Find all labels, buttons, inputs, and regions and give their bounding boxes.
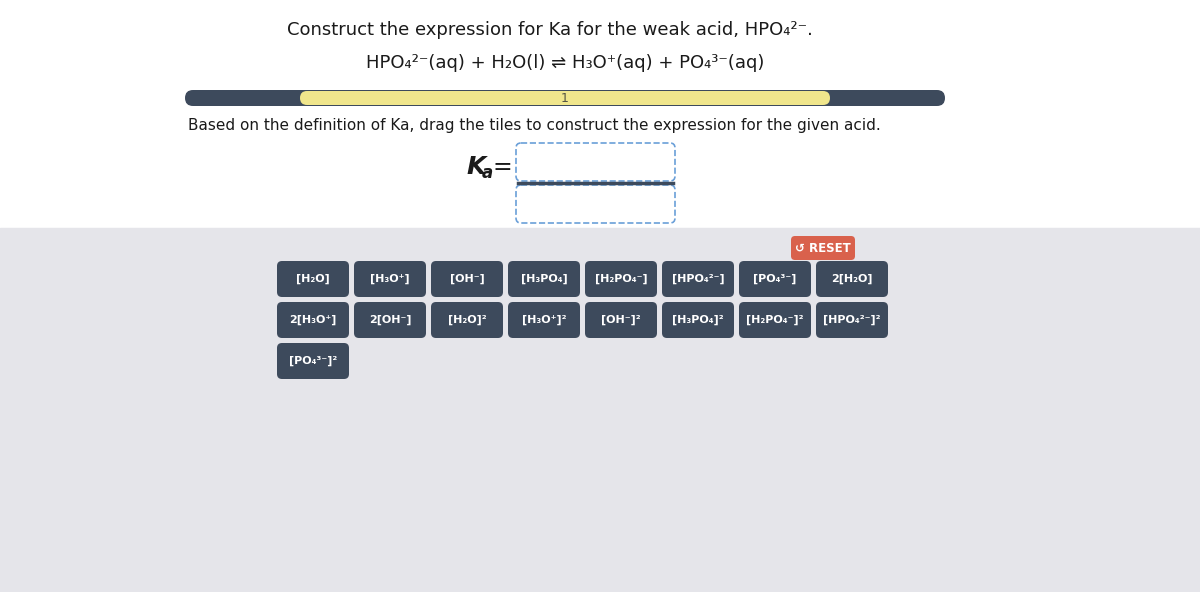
Text: [HPO₄²⁻]: [HPO₄²⁻] <box>672 274 725 284</box>
Text: [H₃O⁺]²: [H₃O⁺]² <box>522 315 566 325</box>
FancyBboxPatch shape <box>516 185 674 223</box>
FancyBboxPatch shape <box>354 261 426 297</box>
FancyBboxPatch shape <box>662 302 734 338</box>
FancyBboxPatch shape <box>791 236 854 260</box>
Text: [H₃PO₄]²: [H₃PO₄]² <box>672 315 724 325</box>
Text: [HPO₄²⁻]²: [HPO₄²⁻]² <box>823 315 881 325</box>
Text: [H₂PO₄⁻]: [H₂PO₄⁻] <box>595 274 647 284</box>
Text: 2[H₂O]: 2[H₂O] <box>832 274 872 284</box>
FancyBboxPatch shape <box>739 261 811 297</box>
Text: [PO₄³⁻]²: [PO₄³⁻]² <box>289 356 337 366</box>
Text: [H₃O⁺]: [H₃O⁺] <box>370 274 410 284</box>
Text: a: a <box>482 164 493 182</box>
Text: K: K <box>466 155 485 179</box>
Text: [H₃PO₄]: [H₃PO₄] <box>521 274 568 284</box>
Text: ↺ RESET: ↺ RESET <box>796 242 851 255</box>
FancyBboxPatch shape <box>277 261 349 297</box>
FancyBboxPatch shape <box>300 91 830 105</box>
FancyBboxPatch shape <box>739 302 811 338</box>
Text: [PO₄³⁻]: [PO₄³⁻] <box>754 274 797 284</box>
Text: 2[OH⁻]: 2[OH⁻] <box>368 315 412 325</box>
FancyBboxPatch shape <box>508 261 580 297</box>
FancyBboxPatch shape <box>586 302 658 338</box>
Text: 2[H₃O⁺]: 2[H₃O⁺] <box>289 315 337 325</box>
Text: HPO₄²⁻(aq) + H₂O(l) ⇌ H₃O⁺(aq) + PO₄³⁻(aq): HPO₄²⁻(aq) + H₂O(l) ⇌ H₃O⁺(aq) + PO₄³⁻(a… <box>366 54 764 72</box>
Bar <box>0 228 1200 592</box>
FancyBboxPatch shape <box>354 302 426 338</box>
FancyBboxPatch shape <box>816 261 888 297</box>
Text: [OH⁻]: [OH⁻] <box>450 274 485 284</box>
FancyBboxPatch shape <box>516 143 674 181</box>
FancyBboxPatch shape <box>508 302 580 338</box>
Text: 1: 1 <box>562 92 569 105</box>
FancyBboxPatch shape <box>185 90 946 106</box>
FancyBboxPatch shape <box>277 343 349 379</box>
Text: Construct the expression for Ka for the weak acid, HPO₄²⁻.: Construct the expression for Ka for the … <box>287 21 812 39</box>
Text: [H₂O]²: [H₂O]² <box>448 315 486 325</box>
Bar <box>0 0 1200 228</box>
FancyBboxPatch shape <box>662 261 734 297</box>
FancyBboxPatch shape <box>431 302 503 338</box>
FancyBboxPatch shape <box>277 302 349 338</box>
FancyBboxPatch shape <box>586 261 658 297</box>
Text: [H₂PO₄⁻]²: [H₂PO₄⁻]² <box>746 315 804 325</box>
FancyBboxPatch shape <box>816 302 888 338</box>
Text: Based on the definition of Ka, drag the tiles to construct the expression for th: Based on the definition of Ka, drag the … <box>188 118 881 133</box>
Text: [OH⁻]²: [OH⁻]² <box>601 315 641 325</box>
Text: [H₂O]: [H₂O] <box>296 274 330 284</box>
Text: =: = <box>492 155 512 179</box>
FancyBboxPatch shape <box>431 261 503 297</box>
